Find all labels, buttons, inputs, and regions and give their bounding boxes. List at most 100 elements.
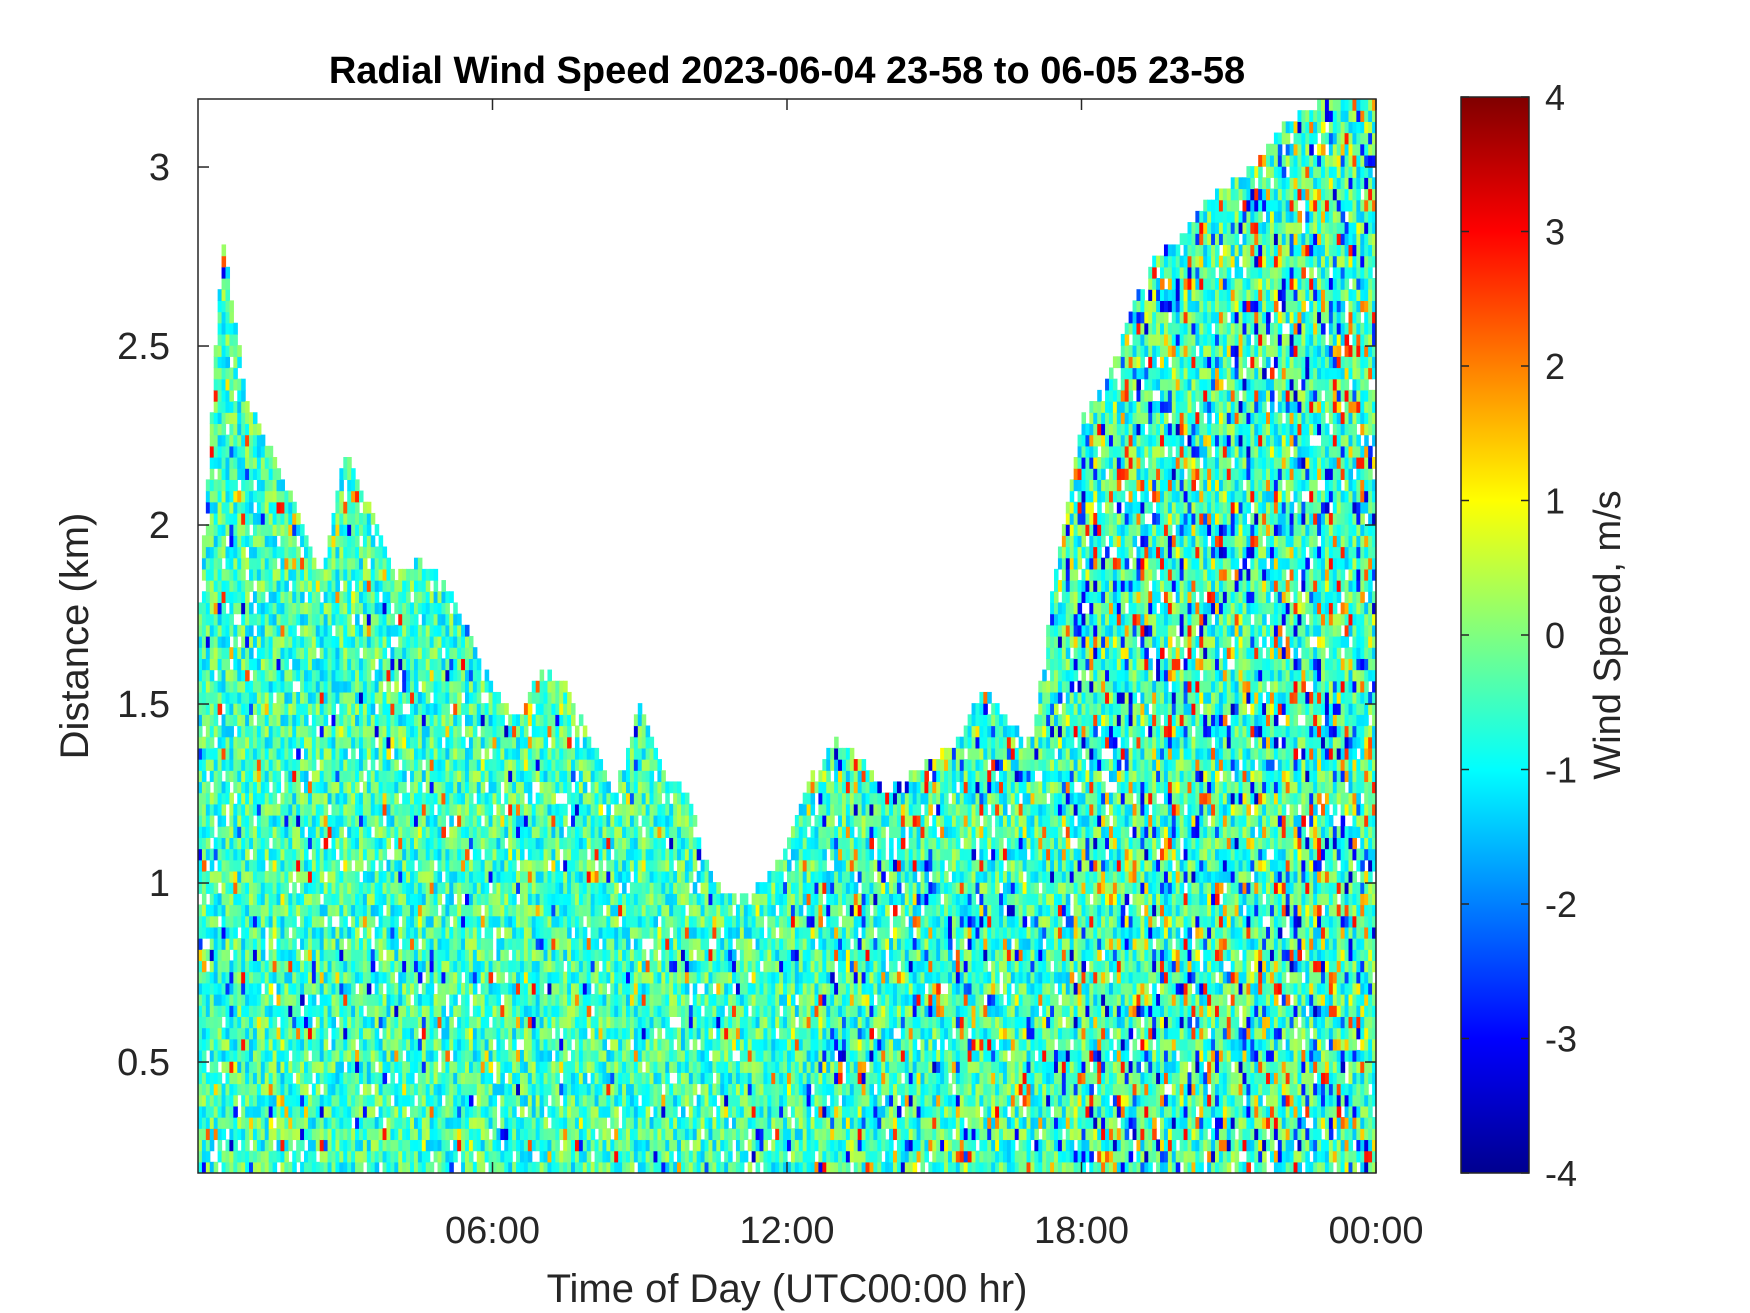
heatmap-cell xyxy=(465,781,470,794)
heatmap-cell xyxy=(421,680,427,693)
heatmap-cell xyxy=(268,1049,274,1062)
heatmap-cell xyxy=(288,826,293,838)
heatmap-cell xyxy=(272,1128,278,1141)
heatmap-cell xyxy=(229,714,234,727)
heatmap-cell xyxy=(472,691,478,704)
heatmap-cell xyxy=(304,546,309,559)
heatmap-cell xyxy=(229,747,234,760)
heatmap-cell xyxy=(406,960,411,973)
heatmap-cell xyxy=(429,938,435,950)
heatmap-cell xyxy=(425,1128,431,1141)
heatmap-cell xyxy=(347,691,352,704)
heatmap-cell xyxy=(304,580,309,592)
heatmap-cell xyxy=(441,837,446,850)
heatmap-cell xyxy=(331,759,337,771)
heatmap-cell xyxy=(198,636,203,648)
heatmap-cell xyxy=(256,803,262,816)
heatmap-cell xyxy=(406,848,411,861)
heatmap-cell xyxy=(378,725,384,738)
heatmap-cell xyxy=(276,647,282,659)
heatmap-cell xyxy=(476,803,482,816)
heatmap-cell xyxy=(527,882,533,894)
heatmap-cell xyxy=(276,1105,282,1118)
heatmap-cell xyxy=(563,691,568,704)
heatmap-cell xyxy=(543,1038,549,1051)
heatmap-cell xyxy=(567,971,572,984)
heatmap-cell xyxy=(472,960,478,973)
heatmap-cell xyxy=(555,680,560,693)
heatmap-cell xyxy=(252,1049,258,1062)
heatmap-cell xyxy=(398,703,403,715)
heatmap-cell xyxy=(445,658,450,671)
heatmap-cell xyxy=(370,1105,376,1118)
heatmap-cell xyxy=(516,994,521,1006)
heatmap-cell xyxy=(241,971,246,984)
heatmap-cell xyxy=(535,893,541,906)
heatmap-cell xyxy=(571,870,576,883)
heatmap-cell xyxy=(386,893,392,906)
heatmap-cell xyxy=(519,960,525,973)
heatmap-cell xyxy=(382,803,388,816)
heatmap-cell xyxy=(201,960,207,973)
heatmap-cell xyxy=(335,568,340,581)
heatmap-cell xyxy=(492,915,498,928)
heatmap-cell xyxy=(374,938,380,950)
heatmap-cell xyxy=(366,580,372,592)
heatmap-cell xyxy=(272,501,278,514)
heatmap-cell xyxy=(217,680,223,693)
heatmap-cell xyxy=(241,647,246,659)
heatmap-cell xyxy=(413,1128,419,1141)
heatmap-cell xyxy=(500,1105,505,1118)
heatmap-cell xyxy=(523,1027,529,1040)
heatmap-cell xyxy=(496,747,501,760)
heatmap-cell xyxy=(429,1072,435,1085)
heatmap-cell xyxy=(209,714,215,727)
heatmap-cell xyxy=(378,1105,384,1118)
heatmap-cell xyxy=(551,837,556,850)
heatmap-cell xyxy=(268,915,274,928)
heatmap-cell xyxy=(413,703,419,715)
heatmap-cell xyxy=(476,848,482,861)
heatmap-cell xyxy=(268,658,274,671)
heatmap-cell xyxy=(284,1150,289,1163)
heatmap-cell xyxy=(394,859,399,872)
heatmap-cell xyxy=(260,1038,266,1051)
heatmap-cell xyxy=(241,714,246,727)
heatmap-cell xyxy=(441,926,446,939)
heatmap-cell xyxy=(276,882,282,894)
heatmap-cell xyxy=(410,893,415,906)
heatmap-cell xyxy=(292,1161,297,1173)
heatmap-cell xyxy=(496,1027,501,1040)
heatmap-cell xyxy=(284,1105,289,1118)
heatmap-cell xyxy=(386,680,392,693)
heatmap-cell xyxy=(500,826,505,838)
heatmap-cell xyxy=(241,1083,246,1096)
heatmap-cell xyxy=(217,669,223,682)
heatmap-cell xyxy=(331,994,337,1006)
heatmap-cell xyxy=(280,982,285,995)
heatmap-cell xyxy=(307,815,313,827)
heatmap-cell xyxy=(209,423,215,436)
heatmap-cell xyxy=(417,994,423,1006)
heatmap-cell xyxy=(233,826,238,838)
heatmap-cell xyxy=(402,982,407,995)
heatmap-cell xyxy=(245,1117,250,1129)
heatmap-cell xyxy=(331,1161,337,1173)
heatmap-cell xyxy=(394,904,399,917)
heatmap-cell xyxy=(504,815,509,827)
heatmap-cell xyxy=(382,1083,388,1096)
heatmap-cell xyxy=(551,803,556,816)
heatmap-cell xyxy=(241,479,246,492)
heatmap-cell xyxy=(351,557,356,570)
heatmap-cell xyxy=(535,1016,541,1029)
heatmap-cell xyxy=(335,882,340,894)
heatmap-cell xyxy=(559,1005,564,1017)
heatmap-cell xyxy=(292,512,297,525)
heatmap-cell xyxy=(390,960,395,973)
heatmap-cell xyxy=(457,1117,462,1129)
heatmap-cell xyxy=(335,524,340,536)
heatmap-cell xyxy=(209,815,215,827)
heatmap-cell xyxy=(523,859,529,872)
heatmap-cell xyxy=(241,736,246,749)
heatmap-cell xyxy=(252,412,258,425)
